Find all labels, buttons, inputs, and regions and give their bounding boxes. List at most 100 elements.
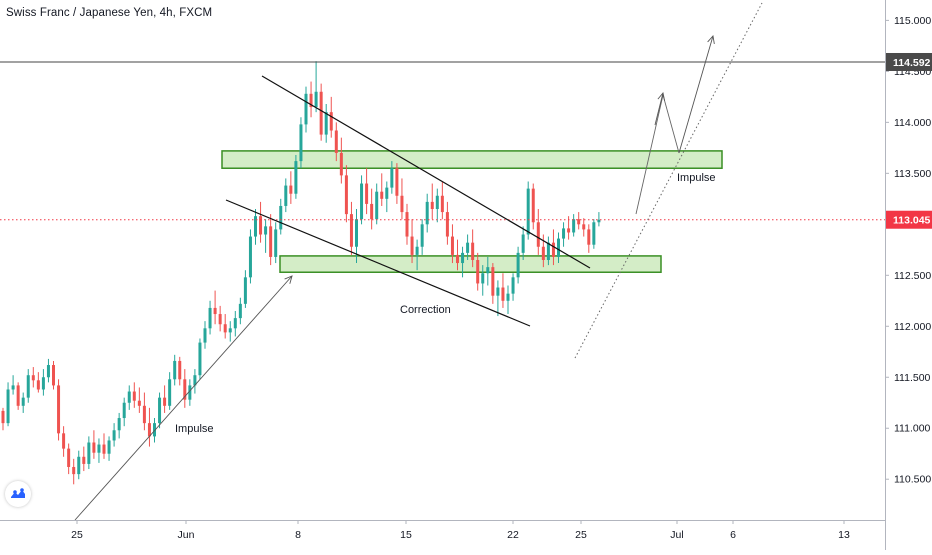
candle-body <box>405 212 409 237</box>
projection-arrow-2-head <box>707 35 715 44</box>
candle-body <box>380 191 384 199</box>
resistance-price-label: 114.592 <box>893 57 931 69</box>
candle-body <box>77 456 81 475</box>
candle-body <box>92 442 96 453</box>
candle-body <box>6 389 10 424</box>
resistance-zone[interactable] <box>221 150 723 169</box>
candle-body <box>551 242 555 257</box>
candle-body <box>319 91 323 135</box>
candle-body <box>198 342 202 376</box>
candle-body <box>567 228 571 233</box>
candle-body <box>16 385 20 406</box>
projection-arrow-1[interactable] <box>654 92 664 126</box>
resistance-price-badge <box>886 52 932 71</box>
candle-body <box>289 185 293 194</box>
impulse-arrow-left[interactable] <box>74 275 293 521</box>
last-price-badge <box>886 210 932 229</box>
candle-body <box>430 201 434 210</box>
candle-body <box>188 385 192 400</box>
candle-body <box>208 307 212 329</box>
candle-body <box>203 328 207 343</box>
candle-body <box>562 228 566 239</box>
candle-body <box>400 195 404 213</box>
projection-arrow-2[interactable] <box>678 35 714 154</box>
candle-body <box>410 236 414 255</box>
candle-body <box>360 183 364 220</box>
annotation-impulse-left: Impulse <box>175 423 214 435</box>
candle-body <box>294 161 298 194</box>
candle-body <box>11 385 15 390</box>
price-axis[interactable] <box>885 0 932 550</box>
candle-body <box>355 219 358 247</box>
time-tick-label: 15 <box>400 529 412 541</box>
candle-body <box>445 212 449 237</box>
candle-body <box>62 433 66 449</box>
candle-body <box>501 287 505 301</box>
price-tick-label: 115.000 <box>894 15 931 27</box>
candle-body <box>147 423 151 437</box>
candle-body <box>349 214 353 247</box>
candle-body <box>516 252 520 278</box>
candle-body <box>213 307 217 315</box>
channel-upper-line[interactable] <box>261 75 591 269</box>
candle-body <box>481 273 485 284</box>
candle-body <box>21 397 25 406</box>
candle-body <box>587 229 591 245</box>
candle-body <box>526 188 530 235</box>
candle-body <box>178 360 182 380</box>
candle-body <box>254 216 257 237</box>
candle-body <box>238 303 242 319</box>
price-tick-label: 114.000 <box>894 117 931 129</box>
candle-body <box>582 224 586 230</box>
candle-body <box>486 267 490 274</box>
candle-body <box>365 183 369 204</box>
channel-lower-line[interactable] <box>225 199 531 327</box>
time-axis[interactable] <box>0 520 885 550</box>
candle-body <box>476 260 480 284</box>
candle-body <box>344 175 348 215</box>
candle-body <box>440 195 444 213</box>
candle-body <box>102 444 106 454</box>
candle-body <box>491 267 495 296</box>
candle-body <box>132 391 136 401</box>
last-price-label: 113.045 <box>893 215 931 227</box>
time-tick-label: Jul <box>670 529 683 541</box>
price-tick-label: 111.000 <box>894 423 931 435</box>
tradingview-logo-icon[interactable] <box>5 481 31 507</box>
candle-body <box>52 365 55 386</box>
candle-body <box>324 112 328 135</box>
candle-body <box>284 185 288 206</box>
candle-body <box>259 216 263 235</box>
candle-body <box>26 375 30 398</box>
candle-body <box>158 397 162 424</box>
candle-body <box>536 222 540 247</box>
candle-body <box>370 203 374 220</box>
time-tick-label: 22 <box>507 529 519 541</box>
candle-body <box>67 448 71 467</box>
candle-body <box>82 456 86 464</box>
time-tick-label: 8 <box>295 529 301 541</box>
time-tick-label: 6 <box>730 529 736 541</box>
candle-body <box>173 360 177 380</box>
time-tick-label: 25 <box>71 529 83 541</box>
candle-body <box>274 229 278 257</box>
candle-body <box>269 226 273 257</box>
candle-body <box>218 314 222 325</box>
candle-body <box>112 430 116 441</box>
candle-body <box>557 238 560 257</box>
candle-body <box>142 405 146 424</box>
candle-body <box>506 293 510 301</box>
candle-body <box>456 254 459 264</box>
annotation-correction: Correction <box>400 304 451 316</box>
candle-body <box>309 93 313 108</box>
support-zone[interactable] <box>279 255 662 273</box>
candle-body <box>163 397 167 406</box>
dotted-trend-line[interactable] <box>574 2 763 359</box>
candle-body <box>521 234 525 253</box>
candle-body <box>36 380 40 390</box>
candle-body <box>496 287 500 296</box>
candle-body <box>248 236 252 278</box>
candle-body <box>279 205 283 230</box>
candle-body <box>339 152 343 176</box>
